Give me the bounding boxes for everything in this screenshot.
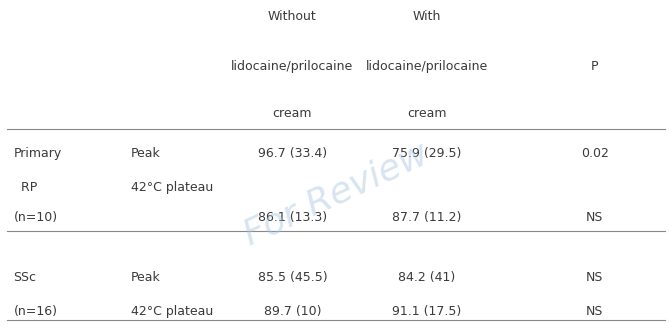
Text: SSc: SSc: [13, 271, 36, 284]
Text: NS: NS: [586, 305, 603, 318]
Text: cream: cream: [273, 107, 312, 120]
Text: NS: NS: [586, 271, 603, 284]
Text: 87.7 (11.2): 87.7 (11.2): [392, 211, 462, 224]
Text: 85.5 (45.5): 85.5 (45.5): [257, 271, 327, 284]
Text: Without: Without: [268, 10, 317, 23]
Text: 86.1 (13.3): 86.1 (13.3): [258, 211, 327, 224]
Text: 96.7 (33.4): 96.7 (33.4): [258, 147, 327, 160]
Text: With: With: [413, 10, 441, 23]
Text: 84.2 (41): 84.2 (41): [398, 271, 456, 284]
Text: 42°C plateau: 42°C plateau: [131, 181, 213, 194]
Text: For Review: For Review: [239, 137, 433, 252]
Text: Primary: Primary: [13, 147, 62, 160]
Text: (n=16): (n=16): [13, 305, 57, 318]
Text: Peak: Peak: [131, 271, 161, 284]
Text: 0.02: 0.02: [581, 147, 609, 160]
Text: cream: cream: [407, 107, 446, 120]
Text: 89.7 (10): 89.7 (10): [263, 305, 321, 318]
Text: 91.1 (17.5): 91.1 (17.5): [392, 305, 462, 318]
Text: lidocaine/prilocaine: lidocaine/prilocaine: [366, 60, 488, 73]
Text: RP: RP: [13, 181, 38, 194]
Text: (n=10): (n=10): [13, 211, 58, 224]
Text: Peak: Peak: [131, 147, 161, 160]
Text: lidocaine/prilocaine: lidocaine/prilocaine: [231, 60, 353, 73]
Text: P: P: [591, 60, 599, 73]
Text: NS: NS: [586, 211, 603, 224]
Text: 42°C plateau: 42°C plateau: [131, 305, 213, 318]
Text: 75.9 (29.5): 75.9 (29.5): [392, 147, 462, 160]
